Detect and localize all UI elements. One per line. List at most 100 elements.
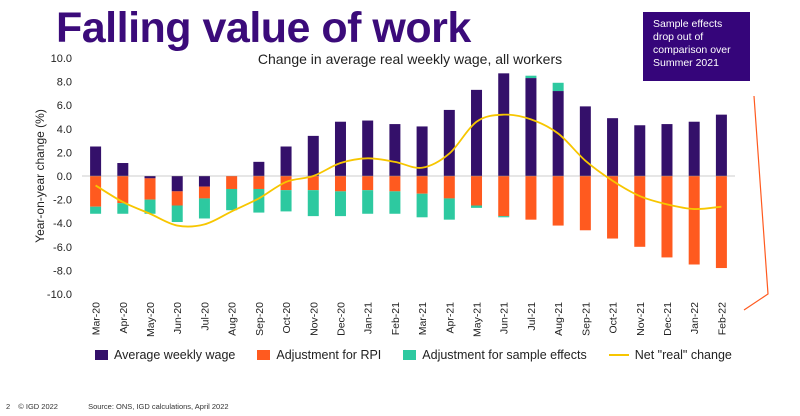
y-tick-label: -4.0	[53, 218, 72, 230]
bar-sample	[498, 216, 510, 218]
bar-wage	[389, 124, 401, 176]
y-axis-label: Year-on-year change (%)	[33, 109, 47, 243]
bar-sample	[552, 82, 564, 92]
y-tick-label: -8.0	[53, 265, 72, 277]
bar-sample	[280, 190, 292, 212]
bar-sample	[416, 193, 428, 218]
bar-wage	[525, 78, 537, 176]
legend-swatch-net	[608, 354, 629, 356]
bar-sample	[226, 188, 238, 211]
bar-wage	[280, 146, 292, 176]
bar-rpi	[661, 176, 673, 258]
bar-wage	[634, 125, 646, 176]
page-number: 2	[6, 402, 11, 411]
x-tick-label: Feb-22	[716, 302, 728, 335]
bar-rpi	[389, 176, 401, 192]
bar-rpi	[552, 176, 564, 226]
bar-rpi	[253, 176, 265, 189]
bar-rpi	[416, 176, 428, 194]
x-tick-label: Jul-20	[199, 302, 211, 331]
bar-sample	[198, 198, 210, 219]
callout-box: Sample effects drop out of comparison ov…	[643, 12, 750, 81]
bar-rpi	[334, 176, 346, 192]
bar-wage	[471, 89, 483, 176]
bar-rpi	[525, 176, 537, 220]
bar-wage	[307, 135, 319, 176]
bar-sample	[334, 191, 346, 217]
x-tick-label: Mar-21	[417, 302, 429, 335]
bar-sample	[307, 190, 319, 217]
x-tick-label: Sep-20	[254, 302, 266, 336]
bar-sample	[389, 191, 401, 214]
legend-swatch-wage	[95, 350, 108, 360]
legend-swatch-sample	[403, 350, 417, 360]
x-tick-label: Jun-21	[499, 302, 511, 334]
x-tick-label: Nov-21	[635, 302, 647, 336]
x-tick-label: May-20	[145, 302, 157, 337]
bar-rpi	[715, 176, 727, 269]
net-real-change-line	[95, 113, 722, 228]
x-tick-label: Oct-20	[281, 302, 293, 334]
x-tick-label: Feb-21	[390, 302, 402, 335]
bar-wage	[362, 120, 374, 176]
bar-rpi	[579, 176, 591, 231]
bar-sample	[117, 203, 129, 214]
bar-sample	[443, 198, 455, 220]
bar-sample	[471, 205, 483, 208]
bar-sample	[253, 188, 265, 213]
x-tick-label: Dec-21	[662, 302, 674, 336]
bar-rpi	[307, 176, 319, 191]
bar-rpi	[443, 176, 455, 199]
bar-wage	[334, 121, 346, 176]
x-tick-label: Oct-21	[608, 302, 620, 334]
y-tick-label: 2.0	[57, 147, 72, 159]
y-tick-label: 8.0	[57, 77, 72, 89]
bar-sample	[171, 205, 183, 223]
bar-sample	[90, 206, 102, 214]
bar-rpi	[362, 176, 374, 191]
y-tick-label: -6.0	[53, 242, 72, 254]
x-tick-label: May-21	[472, 302, 484, 337]
y-tick-label: -10.0	[47, 289, 72, 301]
legend-item-rpi: Adjustment for RPI	[257, 348, 381, 362]
bar-rpi	[144, 178, 156, 200]
legend-label-rpi: Adjustment for RPI	[276, 348, 382, 362]
x-tick-label: Jun-20	[172, 302, 184, 334]
legend: Average weekly wage Adjustment for RPI A…	[95, 348, 732, 362]
x-tick-label: Sep-21	[580, 302, 592, 336]
x-tick-label: Aug-21	[553, 302, 565, 336]
accent-line	[743, 95, 769, 311]
x-tick-label: Mar-20	[91, 302, 103, 335]
bar-rpi	[198, 186, 210, 199]
chart-title: Change in average real weekly wage, all …	[257, 51, 563, 67]
bar-wage	[579, 106, 591, 176]
legend-label-wage: Average weekly wage	[114, 348, 236, 362]
bar-rpi	[634, 176, 646, 247]
source-note: Source: ONS, IGD calculations, April 202…	[88, 402, 229, 411]
legend-item-wage: Average weekly wage	[95, 348, 235, 362]
legend-swatch-rpi	[257, 350, 271, 360]
bar-wage	[144, 176, 156, 179]
bar-wage	[688, 121, 700, 176]
x-tick-label: Jul-21	[526, 302, 538, 331]
plot-area: 10.0 8.0 6.0 4.0 2.0 0.0 -2.0 -4.0 -6.0 -8.0 -10.0…	[47, 53, 735, 337]
x-tick-label: Apr-20	[118, 302, 130, 334]
y-tick-label: 4.0	[57, 124, 72, 136]
y-tick-label: -2.0	[53, 195, 72, 207]
y-tick-label: 6.0	[57, 100, 72, 112]
legend-label-net: Net "real" change	[634, 348, 732, 362]
bar-wage	[661, 124, 673, 176]
x-tick-label: Jan-22	[689, 302, 701, 334]
bar-sample	[362, 190, 374, 214]
bar-wage	[117, 163, 129, 176]
bar-wage	[498, 73, 510, 176]
bar-rpi	[498, 176, 510, 217]
y-tick-label: 0.0	[57, 171, 72, 183]
legend-item-sample: Adjustment for sample effects	[403, 348, 587, 362]
x-tick-label: Apr-21	[444, 302, 456, 334]
legend-item-net: Net "real" change	[608, 348, 732, 362]
x-tick-label: Nov-20	[308, 302, 320, 336]
bar-rpi	[280, 176, 292, 191]
x-tick-label: Dec-20	[335, 302, 347, 336]
